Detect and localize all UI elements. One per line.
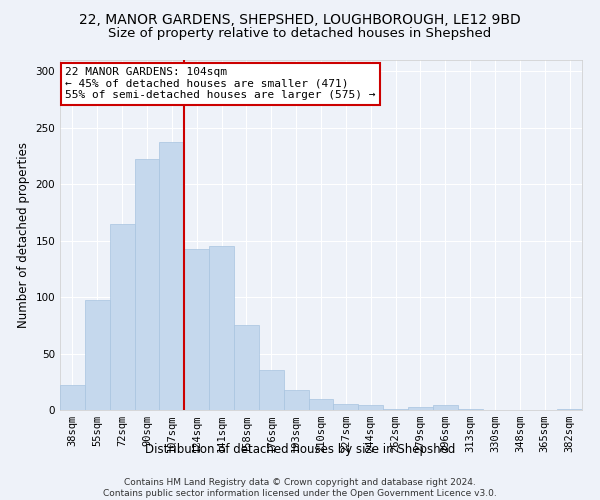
Bar — [458, 409, 482, 410]
Text: Contains HM Land Registry data © Crown copyright and database right 2024.
Contai: Contains HM Land Registry data © Crown c… — [103, 478, 497, 498]
Bar — [110, 224, 134, 410]
Bar — [234, 326, 259, 410]
Text: Distribution of detached houses by size in Shepshed: Distribution of detached houses by size … — [145, 442, 455, 456]
Bar — [383, 409, 408, 410]
Bar — [160, 142, 184, 410]
Bar — [259, 370, 284, 410]
Bar — [308, 398, 334, 410]
Bar — [433, 406, 458, 410]
Text: 22, MANOR GARDENS, SHEPSHED, LOUGHBOROUGH, LE12 9BD: 22, MANOR GARDENS, SHEPSHED, LOUGHBOROUG… — [79, 12, 521, 26]
Bar — [557, 409, 582, 410]
Bar — [408, 406, 433, 410]
Bar — [60, 385, 85, 410]
Bar — [134, 160, 160, 410]
Bar — [284, 390, 308, 410]
Text: Size of property relative to detached houses in Shepshed: Size of property relative to detached ho… — [109, 28, 491, 40]
Bar — [209, 246, 234, 410]
Text: 22 MANOR GARDENS: 104sqm
← 45% of detached houses are smaller (471)
55% of semi-: 22 MANOR GARDENS: 104sqm ← 45% of detach… — [65, 67, 376, 100]
Bar — [358, 406, 383, 410]
Bar — [85, 300, 110, 410]
Bar — [184, 248, 209, 410]
Y-axis label: Number of detached properties: Number of detached properties — [17, 142, 30, 328]
Bar — [334, 404, 358, 410]
